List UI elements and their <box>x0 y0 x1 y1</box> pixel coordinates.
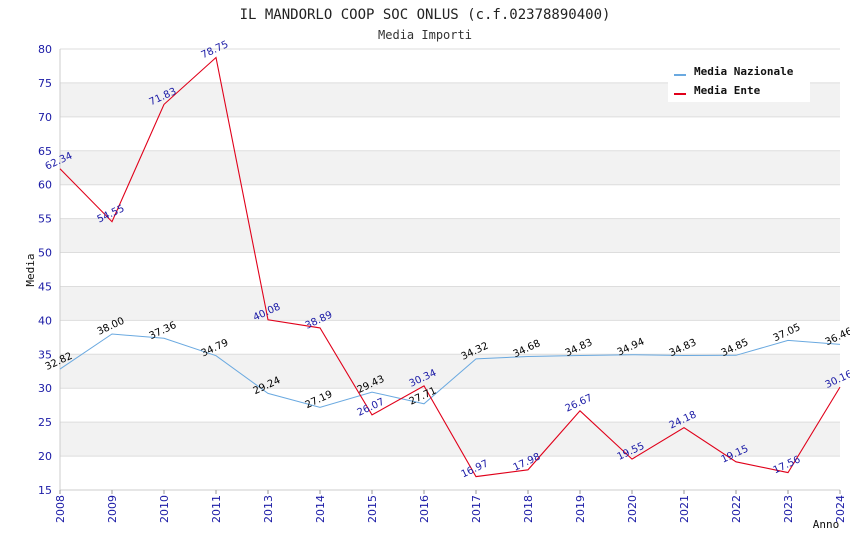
x-tick-label: 2009 <box>106 495 119 523</box>
x-tick-label: 2013 <box>262 495 275 523</box>
legend-box <box>668 60 810 102</box>
y-tick-label: 75 <box>38 77 52 90</box>
x-tick-label: 2018 <box>522 495 535 523</box>
y-axis-ticks: 15 20 25 30 35 40 45 50 55 60 65 70 75 80 <box>38 43 52 497</box>
y-tick-label: 30 <box>38 382 52 395</box>
x-tick-label: 2021 <box>678 495 691 523</box>
chart-subtitle: Media Importi <box>378 28 472 42</box>
x-tick-label: 2020 <box>626 495 639 523</box>
y-tick-label: 55 <box>38 213 52 226</box>
x-tick-label: 2010 <box>158 495 171 523</box>
legend-label: Media Ente <box>694 84 761 97</box>
y-tick-label: 40 <box>38 314 52 327</box>
series-line-media-nazionale <box>59 333 841 408</box>
chart-title: IL MANDORLO COOP SOC ONLUS (c.f.02378890… <box>240 7 611 23</box>
y-tick-label: 60 <box>38 179 52 192</box>
y-tick-label: 20 <box>38 450 52 463</box>
x-tick-label: 2022 <box>730 495 743 523</box>
series-line-media-ente <box>59 56 841 478</box>
data-label: 27.19 <box>304 389 335 411</box>
x-axis-ticks: 2008 2009 2010 2011 2013 2014 2015 2016 2017 2018… <box>54 490 847 523</box>
x-tick-label: 2023 <box>782 495 795 523</box>
x-tick-label: 2019 <box>574 495 587 523</box>
legend-label: Media Nazionale <box>694 65 794 78</box>
x-tick-label: 2008 <box>54 495 67 523</box>
grid-band <box>60 422 840 457</box>
x-tick-label: 2014 <box>314 495 327 523</box>
legend: Media Nazionale Media Ente <box>668 60 810 102</box>
data-label: 37.36 <box>148 320 179 342</box>
data-label: 26.07 <box>356 397 387 419</box>
x-tick-label: 2024 <box>834 495 847 523</box>
grid-lines <box>60 48 840 491</box>
plot-area <box>59 49 840 491</box>
y-tick-label: 45 <box>38 280 52 293</box>
y-axis-label: Media <box>24 253 37 286</box>
y-tick-label: 50 <box>38 247 52 260</box>
x-axis-label: Anno <box>813 518 840 531</box>
grid-band <box>60 286 840 321</box>
x-tick-label: 2017 <box>470 495 483 523</box>
grid-band <box>60 150 840 185</box>
data-label: 16.97 <box>460 458 491 480</box>
x-tick-label: 2016 <box>418 495 431 523</box>
y-tick-label: 65 <box>38 145 52 158</box>
y-tick-label: 25 <box>38 416 52 429</box>
x-tick-label: 2015 <box>366 495 379 523</box>
x-tick-label: 2011 <box>210 495 223 523</box>
y-tick-label: 35 <box>38 348 52 361</box>
grid-band <box>60 218 840 253</box>
series-layer <box>59 56 841 478</box>
grid-bands <box>60 82 840 457</box>
data-label: 36.46 <box>824 326 850 348</box>
data-label: 17.56 <box>772 454 803 476</box>
y-tick-label: 70 <box>38 111 52 124</box>
y-tick-label: 15 <box>38 484 52 497</box>
y-tick-label: 80 <box>38 43 52 56</box>
grid-band <box>60 354 840 389</box>
